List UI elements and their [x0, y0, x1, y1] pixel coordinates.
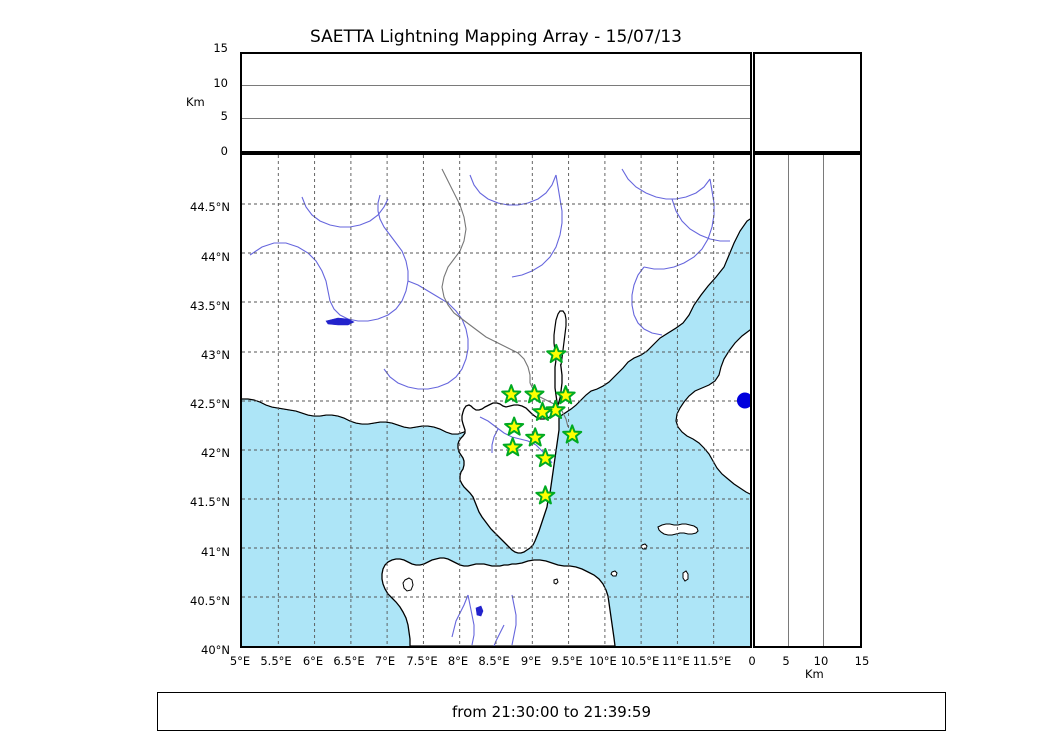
map-gridlines [242, 155, 750, 646]
tick-lon-10: 10°E [589, 654, 617, 668]
tick-lon-6_5: 6.5°E [333, 654, 365, 668]
tick-lon-9: 9°E [520, 654, 542, 668]
tick-top-10: 10 [213, 76, 228, 90]
tick-lat-44: 44°N [201, 250, 230, 264]
tick-lat-43: 43°N [201, 348, 230, 362]
tick-lon-7: 7°E [374, 654, 396, 668]
tick-lon-8: 8°E [447, 654, 469, 668]
tick-lat-42: 42°N [201, 446, 230, 460]
lma-station-star [546, 343, 567, 364]
right-panel-axis-label: Km [805, 667, 824, 681]
map-graphics [242, 155, 750, 646]
altitude-vs-longitude-panel[interactable] [240, 52, 752, 153]
tick-lon-5_5: 5.5°E [260, 654, 292, 668]
station-markers-layer [501, 343, 750, 505]
lma-station-star [524, 384, 545, 404]
tick-lon-7_5: 7.5°E [406, 654, 438, 668]
altitude-vs-latitude-panel[interactable] [753, 153, 862, 648]
montecristo-island-land [610, 570, 618, 577]
gridline-alt-5 [242, 117, 750, 119]
tick-right-10: 10 [813, 654, 829, 668]
italy-west-coast-land [675, 329, 750, 495]
tick-lon-11: 11°E [662, 654, 690, 668]
page-title: SAETTA Lightning Mapping Array - 15/07/1… [310, 27, 682, 47]
gridline-km-5 [788, 155, 790, 646]
time-range-text: from 21:30:00 to 21:39:59 [451, 702, 651, 721]
tick-top-15: 15 [213, 41, 228, 55]
lma-station-star [535, 485, 556, 505]
lma-station-star [555, 385, 576, 405]
tick-top-5: 5 [220, 109, 228, 123]
asinara-island-land [402, 577, 414, 592]
reference-point-marker [736, 392, 750, 409]
lma-station-star [502, 437, 523, 457]
pianosa-island-land [682, 570, 689, 582]
tick-lat-40: 40°N [201, 643, 230, 657]
lma-station-star [504, 416, 525, 436]
gridline-alt-10 [242, 85, 750, 87]
tick-lat-44_5: 44.5°N [190, 200, 230, 214]
tick-right-5: 5 [782, 654, 790, 668]
giglio-island-land [553, 578, 559, 585]
tick-lat-41: 41°N [201, 545, 230, 559]
lma-station-star [535, 447, 556, 468]
lma-station-star [562, 424, 583, 444]
gridline-km-10 [823, 155, 825, 646]
tick-lon-6: 6°E [302, 654, 324, 668]
tick-right-0: 0 [748, 654, 756, 668]
tick-lon-10_5: 10.5°E [620, 654, 660, 668]
tick-right-15: 15 [854, 654, 870, 668]
lma-station-star [525, 427, 546, 447]
tick-lon-5: 5°E [229, 654, 251, 668]
corner-panel[interactable] [753, 52, 862, 153]
lma-station-star [545, 399, 566, 420]
sardinia-land [381, 557, 616, 646]
map-panel[interactable] [240, 153, 752, 648]
lakes-layer [325, 317, 484, 617]
tick-top-0: 0 [220, 144, 228, 158]
lma-station-star [501, 384, 522, 404]
tick-lat-40_5: 40.5°N [190, 594, 230, 608]
tick-lat-43_5: 43.5°N [190, 299, 230, 313]
elba-island-land [657, 523, 699, 536]
tick-lon-11_5: 11.5°E [692, 654, 732, 668]
tick-lat-41_5: 41.5°N [190, 495, 230, 509]
tick-lon-9_5: 9.5°E [551, 654, 583, 668]
top-panel-axis-label: Km [186, 95, 205, 109]
lma-station-star [532, 401, 553, 421]
tick-lon-8_5: 8.5°E [478, 654, 510, 668]
time-range-caption: from 21:30:00 to 21:39:59 [157, 692, 946, 731]
tick-lat-42_5: 42.5°N [190, 397, 230, 411]
map-canvas [242, 155, 750, 646]
